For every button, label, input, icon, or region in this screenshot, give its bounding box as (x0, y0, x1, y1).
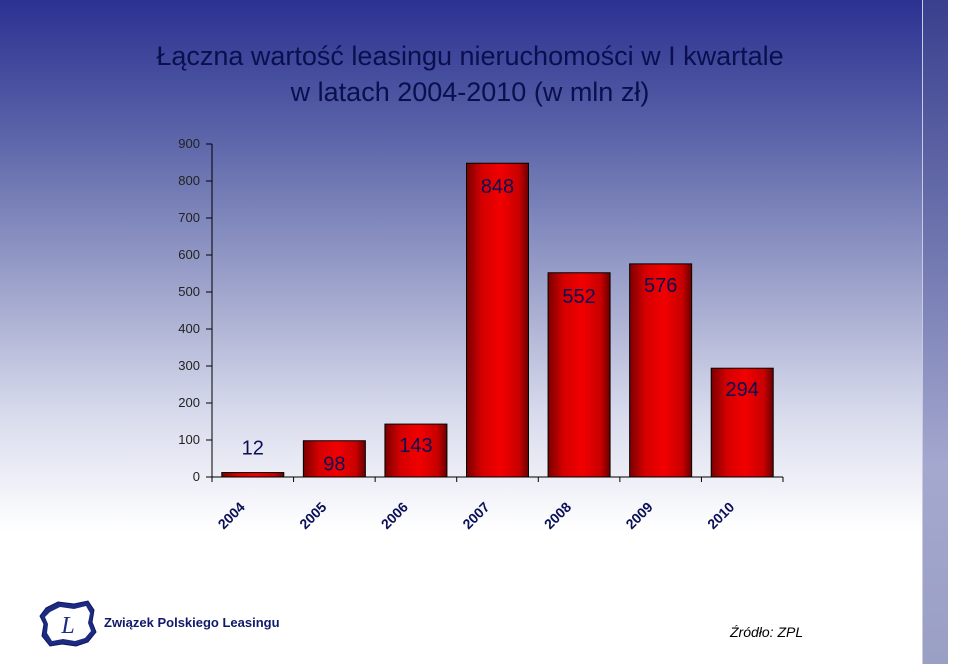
category-label-2004: 2004 (215, 499, 248, 532)
value-label-2010: 294 (726, 379, 759, 401)
value-label-2007: 848 (481, 176, 514, 198)
slide-right-edge (948, 0, 960, 664)
value-label-2006: 143 (399, 435, 432, 457)
chart-title: Łączna wartość leasingu nieruchomości w … (60, 38, 880, 110)
y-tick-label: 700 (178, 210, 200, 225)
y-tick-label: 400 (178, 321, 200, 336)
value-label-2005: 98 (323, 454, 345, 476)
bar-2008 (547, 272, 611, 478)
y-tick-label: 900 (178, 136, 200, 151)
y-tick-label: 300 (178, 358, 200, 373)
value-label-2008: 552 (562, 286, 595, 308)
category-label-2010: 2010 (704, 499, 737, 532)
category-label-2009: 2009 (622, 499, 655, 532)
y-tick-label: 800 (178, 173, 200, 188)
slide-right-strip (922, 0, 949, 664)
bar-2010 (710, 367, 774, 478)
logo-letter: L (60, 613, 74, 639)
bar-2007 (466, 162, 529, 478)
value-label-2004: 12 (242, 438, 264, 460)
y-tick-label: 200 (178, 395, 200, 410)
bar-2009 (629, 263, 693, 478)
chart-title-line-1: Łączna wartość leasingu nieruchomości w … (156, 41, 784, 71)
zpl-logo: L (39, 600, 97, 647)
y-tick-label: 100 (178, 432, 200, 447)
category-label-2008: 2008 (541, 499, 574, 532)
bar-2004 (221, 472, 285, 478)
category-label-2006: 2006 (378, 499, 411, 532)
y-tick-label: 500 (178, 284, 200, 299)
chart-bars (221, 162, 774, 478)
category-label-2005: 2005 (296, 499, 329, 532)
organization-name: Związek Polskiego Leasingu (104, 615, 280, 630)
bar-2005 (302, 440, 366, 478)
category-label-2007: 2007 (459, 499, 492, 532)
chart-title-line-2: w latach 2004-2010 (w mln zł) (290, 77, 650, 107)
source-note: Źródło: ZPL (730, 624, 804, 640)
y-tick-label: 600 (178, 247, 200, 262)
value-label-2009: 576 (644, 275, 677, 297)
bar-2006 (384, 423, 448, 478)
y-tick-label: 0 (193, 469, 200, 484)
